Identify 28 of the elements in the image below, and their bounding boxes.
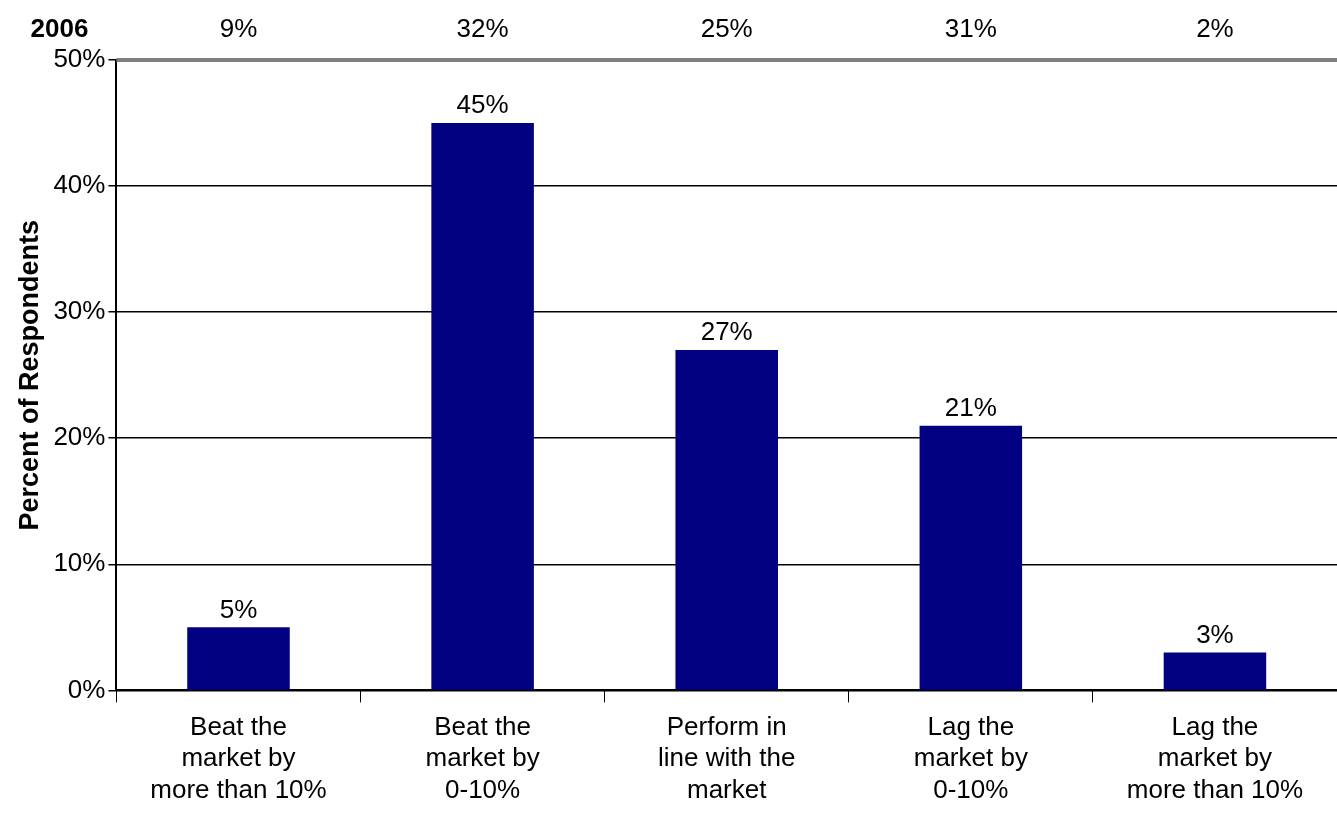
bar [187,627,290,690]
bar [675,349,778,690]
y-tick-label: 40% [53,169,106,200]
bar [1163,652,1267,690]
text: 2% [1196,13,1234,44]
data-label: 27% [700,316,753,347]
data-label: 3% [1196,618,1234,649]
data-label: 5% [219,593,258,624]
y-tick-label: 0% [67,673,106,704]
x-tick-label: Perform in line with the market [658,711,796,804]
bar [431,123,534,690]
x-tick-label: Lag the market by more than 10% [1126,711,1304,804]
x-tick-label: Beat the market by more than 10% [150,711,327,804]
y-tick-label: 30% [53,295,106,326]
text: 31% [944,13,997,44]
y-axis-title: Percent of Respondents [13,219,44,531]
data-label: 45% [456,89,509,120]
x-tick-label: Lag the market by 0-10% [913,711,1028,804]
text: 32% [456,13,509,44]
text: 25% [700,13,753,44]
x-tick-label: Beat the market by 0-10% [425,711,540,804]
y-tick-label: 10% [53,547,106,578]
y-tick-label: 50% [53,43,106,74]
text: 2006 [30,13,89,44]
text: 9% [219,13,258,44]
bar [919,425,1023,690]
y-tick-label: 20% [53,421,106,452]
data-label: 21% [944,391,997,422]
